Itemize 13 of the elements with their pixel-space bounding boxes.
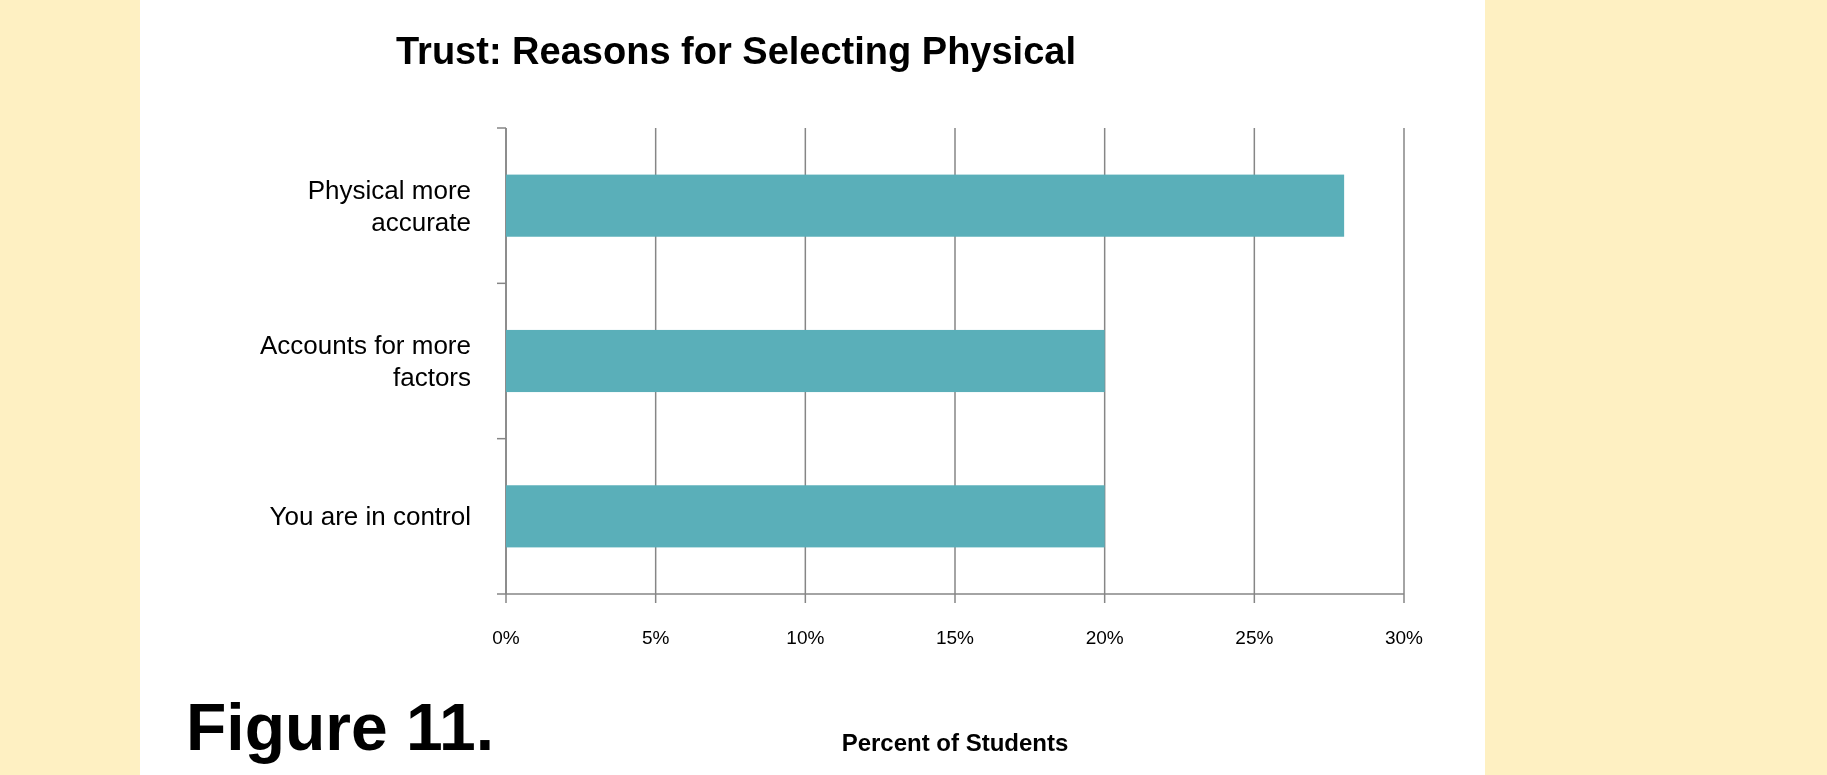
x-tick-label: 25% [1235, 627, 1274, 648]
chart-title: Trust: Reasons for Selecting Physical [396, 30, 1076, 72]
x-tick-label: 10% [786, 627, 825, 648]
caption: Figure 11. [186, 690, 495, 764]
x-axis-title: Percent of Students [841, 729, 1069, 756]
y-tick-label: Accounts for more factors [260, 330, 471, 392]
x-tick-label: 30% [1384, 627, 1424, 648]
y-tick-label: You are in control [269, 501, 471, 532]
x-tick-label: 0% [492, 627, 520, 648]
x-tick-label: 20% [1085, 627, 1124, 648]
x-tick-label: 15% [935, 627, 975, 648]
y-tick-label: Physical more accurate [307, 174, 471, 237]
x-tick-label: 5% [641, 627, 670, 648]
